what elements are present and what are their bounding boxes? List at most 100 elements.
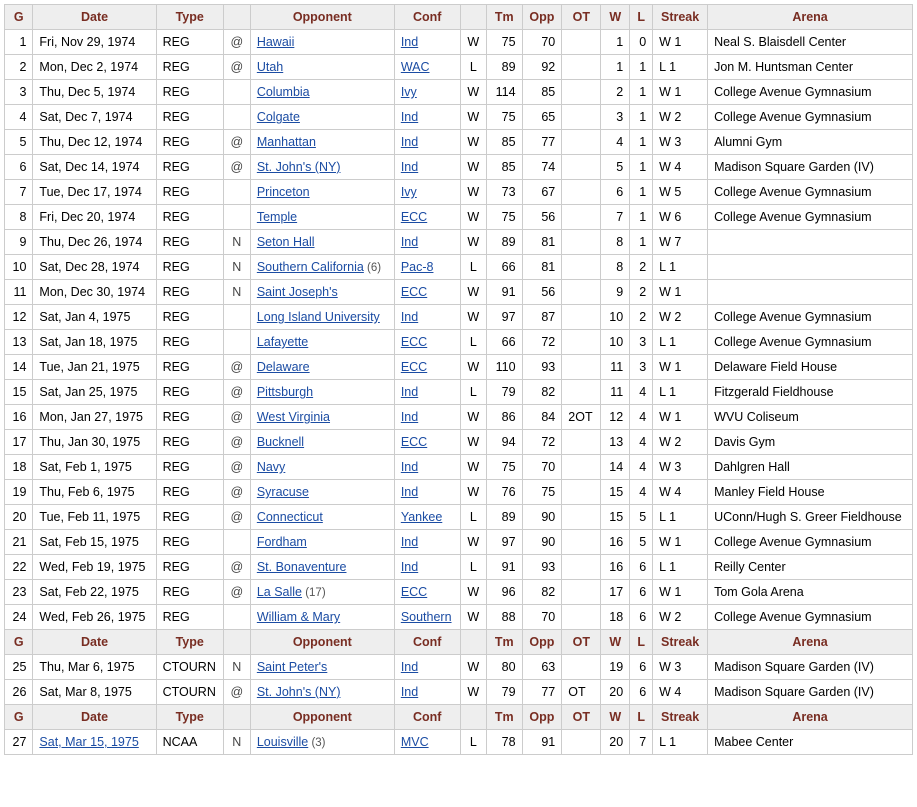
col-header-opp[interactable]: Opponent [250, 630, 394, 655]
col-header-streak[interactable]: Streak [653, 5, 708, 30]
opponent-link[interactable]: St. John's (NY) [257, 160, 341, 174]
conference-link[interactable]: Ind [401, 385, 418, 399]
opponent-link[interactable]: Temple [257, 210, 297, 224]
conference-link[interactable]: Ind [401, 110, 418, 124]
conference-link[interactable]: Yankee [401, 510, 442, 524]
conference-link[interactable]: ECC [401, 435, 427, 449]
col-header-oppsc[interactable]: Opp [522, 5, 562, 30]
opponent-link[interactable]: Bucknell [257, 435, 304, 449]
opponent-link[interactable]: La Salle [257, 585, 302, 599]
col-header-l[interactable]: L [630, 705, 653, 730]
opponent-link[interactable]: Louisville [257, 735, 308, 749]
col-header-w[interactable]: W [601, 5, 630, 30]
table-row: 5Thu, Dec 12, 1974REG@ManhattanIndW85774… [5, 130, 913, 155]
opponent-link[interactable]: Long Island University [257, 310, 380, 324]
conference-link[interactable]: Ivy [401, 185, 417, 199]
conference-link[interactable]: ECC [401, 285, 427, 299]
conference-link[interactable]: Ind [401, 685, 418, 699]
conference-link[interactable]: Ind [401, 535, 418, 549]
opponent-link[interactable]: Fordham [257, 535, 307, 549]
opponent-link[interactable]: St. Bonaventure [257, 560, 347, 574]
col-header-arena[interactable]: Arena [708, 705, 913, 730]
opponent-link[interactable]: Navy [257, 460, 285, 474]
opponent-link[interactable]: West Virginia [257, 410, 330, 424]
opponent-link[interactable]: Utah [257, 60, 283, 74]
col-header-oppsc[interactable]: Opp [522, 630, 562, 655]
conference-link[interactable]: Ind [401, 310, 418, 324]
conference-link[interactable]: Ind [401, 135, 418, 149]
col-header-wl[interactable] [460, 5, 486, 30]
opponent-link[interactable]: Hawaii [257, 35, 295, 49]
col-header-streak[interactable]: Streak [653, 630, 708, 655]
col-header-g[interactable]: G [5, 630, 33, 655]
col-header-at[interactable] [223, 630, 250, 655]
opponent-link[interactable]: Princeton [257, 185, 310, 199]
col-header-tm[interactable]: Tm [487, 705, 523, 730]
col-header-ot[interactable]: OT [562, 5, 601, 30]
date-link[interactable]: Sat, Mar 15, 1975 [39, 735, 138, 749]
col-header-type[interactable]: Type [156, 705, 223, 730]
col-header-date[interactable]: Date [33, 705, 156, 730]
col-header-wl[interactable] [460, 630, 486, 655]
conference-link[interactable]: Southern [401, 610, 452, 624]
opponent-link[interactable]: Columbia [257, 85, 310, 99]
col-header-oppsc[interactable]: Opp [522, 705, 562, 730]
conference-link[interactable]: Ind [401, 660, 418, 674]
conference-link[interactable]: WAC [401, 60, 430, 74]
col-header-ot[interactable]: OT [562, 705, 601, 730]
conference-link[interactable]: Ind [401, 410, 418, 424]
opponent-link[interactable]: Seton Hall [257, 235, 315, 249]
col-header-l[interactable]: L [630, 630, 653, 655]
opponent-link[interactable]: Saint Joseph's [257, 285, 338, 299]
opponent-link[interactable]: Manhattan [257, 135, 316, 149]
col-header-g[interactable]: G [5, 705, 33, 730]
col-header-w[interactable]: W [601, 705, 630, 730]
opponent-link[interactable]: Delaware [257, 360, 310, 374]
col-header-tm[interactable]: Tm [487, 5, 523, 30]
col-header-conf[interactable]: Conf [394, 5, 460, 30]
opponent-link[interactable]: Pittsburgh [257, 385, 313, 399]
conference-link[interactable]: Ind [401, 460, 418, 474]
col-header-streak[interactable]: Streak [653, 705, 708, 730]
opponent-link[interactable]: Lafayette [257, 335, 308, 349]
conference-link[interactable]: Ivy [401, 85, 417, 99]
col-header-opp[interactable]: Opponent [250, 5, 394, 30]
col-header-ot[interactable]: OT [562, 630, 601, 655]
col-header-l[interactable]: L [630, 5, 653, 30]
col-header-conf[interactable]: Conf [394, 705, 460, 730]
col-header-date[interactable]: Date [33, 630, 156, 655]
conference-link[interactable]: ECC [401, 210, 427, 224]
conference-link[interactable]: Ind [401, 35, 418, 49]
opponent-link[interactable]: William & Mary [257, 610, 340, 624]
col-header-tm[interactable]: Tm [487, 630, 523, 655]
col-header-at[interactable] [223, 5, 250, 30]
conference-link[interactable]: Ind [401, 160, 418, 174]
opponent-link[interactable]: St. John's (NY) [257, 685, 341, 699]
conference-link[interactable]: MVC [401, 735, 429, 749]
col-header-conf[interactable]: Conf [394, 630, 460, 655]
col-header-g[interactable]: G [5, 5, 33, 30]
col-header-wl[interactable] [460, 705, 486, 730]
conference-link[interactable]: Ind [401, 485, 418, 499]
col-header-opp[interactable]: Opponent [250, 705, 394, 730]
col-header-type[interactable]: Type [156, 630, 223, 655]
conference-link[interactable]: ECC [401, 335, 427, 349]
conference-cell: ECC [394, 580, 460, 605]
col-header-w[interactable]: W [601, 630, 630, 655]
conference-link[interactable]: Ind [401, 560, 418, 574]
col-header-date[interactable]: Date [33, 5, 156, 30]
opponent-link[interactable]: Connecticut [257, 510, 323, 524]
col-header-arena[interactable]: Arena [708, 630, 913, 655]
col-header-type[interactable]: Type [156, 5, 223, 30]
col-header-arena[interactable]: Arena [708, 5, 913, 30]
col-header-at[interactable] [223, 705, 250, 730]
conference-link[interactable]: ECC [401, 585, 427, 599]
opponent-link[interactable]: Saint Peter's [257, 660, 327, 674]
opponent-link[interactable]: Syracuse [257, 485, 309, 499]
opponent-link[interactable]: Colgate [257, 110, 300, 124]
conference-link[interactable]: Pac-8 [401, 260, 434, 274]
conference-link[interactable]: Ind [401, 235, 418, 249]
conference-link[interactable]: ECC [401, 360, 427, 374]
opponent-link[interactable]: Southern California [257, 260, 364, 274]
opponent-cell: La Salle (17) [250, 580, 394, 605]
